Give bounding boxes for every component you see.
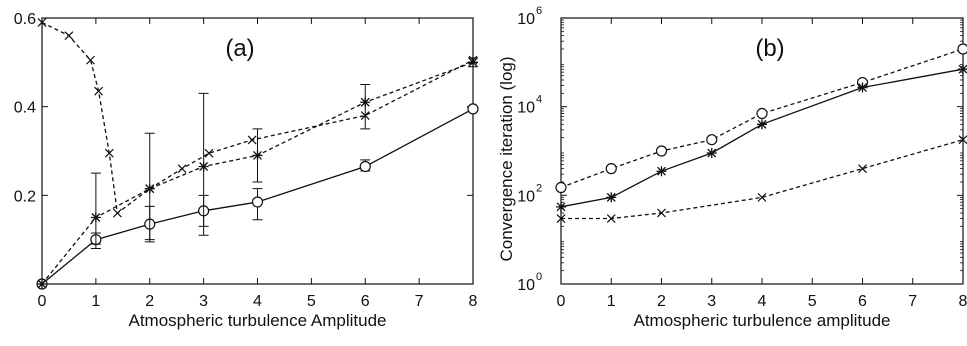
x-tick-label: 5	[307, 293, 316, 310]
data-point-star	[37, 279, 47, 289]
x-tick-label: 5	[808, 293, 817, 310]
y-axis-label: Convergence iteration (log)	[497, 56, 516, 261]
data-point-circle	[359, 160, 371, 173]
data-point-x	[657, 208, 666, 218]
chart-panel-a: 0 1 2 3 4 5 6 7 8 0.2 0.4 0.6 Atmospheric turbulence…	[14, 11, 479, 330]
data-point-x	[113, 208, 122, 218]
x-axis-label: Atmospheric turbulence Amplitude	[129, 311, 387, 330]
y-tick-exponent: 6	[536, 5, 542, 17]
data-point-circle	[555, 181, 567, 194]
data-point-star	[757, 119, 767, 130]
data-point-x	[145, 184, 155, 194]
y-tick-label: 10	[517, 11, 535, 28]
y-tick-label: 0.4	[14, 100, 36, 117]
x-tick-label: 8	[469, 293, 478, 310]
data-point-star	[252, 150, 263, 161]
data-point-x	[858, 164, 867, 174]
x-tick-label: 2	[145, 293, 154, 310]
data-point-x	[64, 31, 74, 41]
x-tick-label: 4	[758, 293, 767, 310]
y-tick-label: 10	[517, 277, 535, 294]
x-tick-label: 1	[91, 293, 100, 310]
panel-label: (a)	[225, 35, 254, 62]
series-line-x	[41, 21, 474, 215]
data-point-star	[556, 201, 566, 212]
data-point-star	[198, 161, 209, 172]
series-line-star	[560, 68, 964, 208]
y-tick-exponent: 4	[536, 94, 542, 106]
x-tick-label: 3	[707, 293, 716, 310]
data-point-circle	[655, 145, 668, 157]
data-point-star	[656, 166, 667, 177]
x-tick-label: 6	[361, 293, 370, 310]
x-tick-label: 6	[858, 293, 867, 310]
data-point-x	[606, 214, 616, 223]
data-point-x	[468, 55, 478, 65]
data-point-x	[556, 214, 566, 223]
x-axis-label: Atmospheric turbulence amplitude	[633, 311, 890, 330]
data-point-x	[177, 164, 187, 174]
data-point-circle	[957, 43, 967, 55]
x-tick-label: 2	[657, 293, 666, 310]
data-point-x	[204, 148, 214, 158]
x-tick-label: 7	[908, 293, 917, 310]
data-point-x	[86, 55, 95, 65]
data-point-x	[360, 111, 370, 120]
data-point-x	[94, 86, 103, 96]
data-point-circle	[605, 163, 617, 175]
data-point-star	[857, 82, 868, 93]
data-point-star	[958, 64, 967, 75]
x-tick-label: 4	[253, 293, 262, 310]
y-tick-exponent: 0	[536, 271, 542, 283]
data-point-star	[360, 97, 371, 108]
x-tick-label: 3	[199, 293, 208, 310]
data-point-x	[247, 135, 257, 145]
x-tick-label: 1	[607, 293, 616, 310]
series-line-x	[561, 139, 964, 220]
x-tick-label: 7	[415, 293, 424, 310]
panel-label: (b)	[755, 35, 784, 62]
y-tick-label: 10	[517, 100, 535, 117]
y-tick-label: 10	[517, 188, 535, 205]
x-tick-label: 0	[557, 293, 566, 310]
data-point-x	[757, 192, 767, 202]
y-tick-label: 0.2	[14, 188, 36, 205]
data-point-star	[706, 148, 717, 159]
data-point-circle	[756, 107, 768, 120]
data-point-star	[90, 212, 101, 223]
data-point-circle	[706, 134, 718, 146]
data-point-x	[958, 135, 967, 145]
x-tick-label: 8	[959, 293, 967, 310]
error-bar	[90, 172, 101, 245]
data-point-circle	[251, 196, 264, 208]
y-tick-exponent: 2	[536, 182, 542, 194]
y-tick-label: 0.6	[14, 11, 36, 28]
data-point-star	[606, 192, 617, 203]
data-point-x	[104, 148, 114, 158]
data-point-x	[37, 18, 47, 27]
x-tick-label: 0	[38, 293, 47, 310]
data-point-star	[468, 57, 478, 68]
data-point-circle	[467, 103, 479, 115]
